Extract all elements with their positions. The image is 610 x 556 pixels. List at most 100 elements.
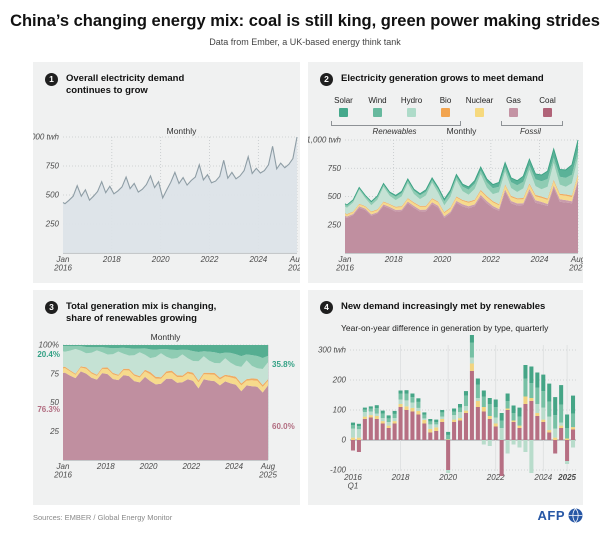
sources-line: Sources: EMBER / Global Energy Monitor — [33, 513, 173, 522]
svg-text:75: 75 — [50, 369, 59, 378]
svg-text:2020: 2020 — [139, 462, 158, 471]
panel-generation: 2 Electricity generation grows to meet d… — [308, 62, 583, 283]
legend-label: Wind — [368, 96, 387, 105]
legend-item-wind: Wind — [361, 96, 395, 117]
svg-text:0: 0 — [342, 436, 347, 445]
panel-2-badge: 2 — [320, 73, 333, 86]
svg-text:2025: 2025 — [568, 264, 583, 273]
legend-label: Nuclear — [465, 96, 494, 105]
svg-text:2025: 2025 — [557, 473, 576, 482]
legend-swatch-bio — [441, 108, 450, 117]
panel-3-title: Total generation mix is changing, share … — [66, 301, 217, 325]
svg-text:2024: 2024 — [530, 255, 549, 264]
legend-group-label-renewables: Renewables — [372, 127, 417, 136]
svg-text:2018: 2018 — [96, 462, 115, 471]
svg-text:2016: 2016 — [53, 471, 72, 480]
fossil-share-start-label: 76.3% — [37, 405, 60, 414]
svg-text:Jan: Jan — [56, 462, 70, 471]
renewables-share-end-label: 35.8% — [272, 360, 295, 369]
legend-label: Hydro — [400, 96, 423, 105]
legend-swatch-hydro — [407, 108, 416, 117]
panel-1-frequency-label: Monthly — [166, 126, 197, 136]
svg-text:-100: -100 — [330, 466, 347, 475]
legend-label: Coal — [539, 96, 556, 105]
panel-4-subtitle: Year-on-year difference in generation by… — [341, 323, 549, 333]
legend-item-gas: Gas — [497, 96, 531, 117]
svg-text:2024: 2024 — [248, 255, 267, 264]
legend-label: Gas — [506, 96, 521, 105]
fossil-share-end-label: 60.0% — [272, 422, 295, 431]
svg-text:2024: 2024 — [533, 473, 552, 482]
panel-4-badge: 4 — [320, 301, 333, 314]
svg-text:2024: 2024 — [224, 462, 243, 471]
svg-text:300 twh: 300 twh — [318, 346, 347, 355]
legend-item-hydro: Hydro — [395, 96, 429, 117]
panel-yoy-difference: 4 New demand increasingly met by renewab… — [308, 290, 583, 505]
legend-swatch-solar — [339, 108, 348, 117]
legend-group-bracket — [500, 121, 563, 126]
legend-swatch-wind — [373, 108, 382, 117]
panel-2-title: Electricity generation grows to meet dem… — [341, 73, 544, 84]
panel-3-badge: 3 — [45, 301, 58, 314]
afp-logo-text: AFP — [537, 508, 565, 523]
afp-globe-icon — [568, 508, 583, 523]
svg-text:2016: 2016 — [335, 264, 354, 273]
svg-text:50: 50 — [50, 398, 59, 407]
svg-text:2025: 2025 — [258, 471, 277, 480]
svg-text:100%: 100% — [39, 341, 59, 350]
svg-text:2022: 2022 — [200, 255, 219, 264]
legend-swatch-coal — [543, 108, 552, 117]
svg-text:Jan: Jan — [56, 255, 70, 264]
panel-1-badge: 1 — [45, 73, 58, 86]
legend-swatch-nuclear — [475, 108, 484, 117]
legend-item-coal: Coal — [531, 96, 565, 117]
svg-text:Aug: Aug — [260, 462, 276, 471]
svg-text:Aug: Aug — [289, 255, 300, 264]
panel-demand: 1 Overall electricity demand continues t… — [33, 62, 300, 283]
svg-text:2016: 2016 — [53, 264, 72, 273]
legend-label: Bio — [439, 96, 452, 105]
svg-text:2020: 2020 — [151, 255, 170, 264]
legend-group-bracket — [330, 121, 461, 126]
svg-text:2020: 2020 — [432, 255, 451, 264]
panel-mix-share: 3 Total generation mix is changing, shar… — [33, 290, 300, 505]
svg-text:500: 500 — [328, 192, 342, 201]
svg-text:1,000 twh: 1,000 twh — [33, 133, 60, 142]
svg-text:2022: 2022 — [486, 473, 505, 482]
svg-text:Q1: Q1 — [348, 482, 359, 491]
svg-text:1,000 twh: 1,000 twh — [308, 136, 342, 145]
panel-4-title: New demand increasingly met by renewable… — [341, 301, 546, 312]
panel-2-frequency-label: Monthly — [446, 126, 477, 136]
legend-item-nuclear: Nuclear — [463, 96, 497, 117]
page-title: China’s changing energy mix: coal is sti… — [10, 12, 600, 30]
svg-text:2025: 2025 — [287, 264, 300, 273]
page-subtitle: Data from Ember, a UK-based energy think… — [209, 37, 401, 47]
svg-text:2016: 2016 — [343, 473, 362, 482]
svg-text:100: 100 — [333, 406, 347, 415]
svg-text:2020: 2020 — [438, 473, 457, 482]
legend-item-solar: Solar — [327, 96, 361, 117]
generation-legend: Solar Wind Hydro Bio Nuclear Gas Coal Renewable… — [308, 96, 583, 140]
svg-text:500: 500 — [46, 191, 60, 200]
svg-text:2018: 2018 — [391, 473, 410, 482]
svg-text:Aug: Aug — [570, 255, 583, 264]
svg-text:750: 750 — [328, 164, 342, 173]
svg-text:2018: 2018 — [384, 255, 403, 264]
svg-text:2022: 2022 — [481, 255, 500, 264]
svg-text:Jan: Jan — [338, 255, 352, 264]
legend-label: Solar — [334, 96, 353, 105]
svg-text:250: 250 — [45, 220, 60, 229]
afp-logo: AFP — [538, 508, 584, 523]
panel-3-frequency-label: Monthly — [150, 332, 181, 342]
legend-item-bio: Bio — [429, 96, 463, 117]
legend-swatch-gas — [509, 108, 518, 117]
renewables-share-start-label: 20.4% — [37, 350, 60, 359]
svg-text:200: 200 — [332, 376, 347, 385]
svg-text:750: 750 — [46, 162, 60, 171]
svg-text:2022: 2022 — [181, 462, 200, 471]
